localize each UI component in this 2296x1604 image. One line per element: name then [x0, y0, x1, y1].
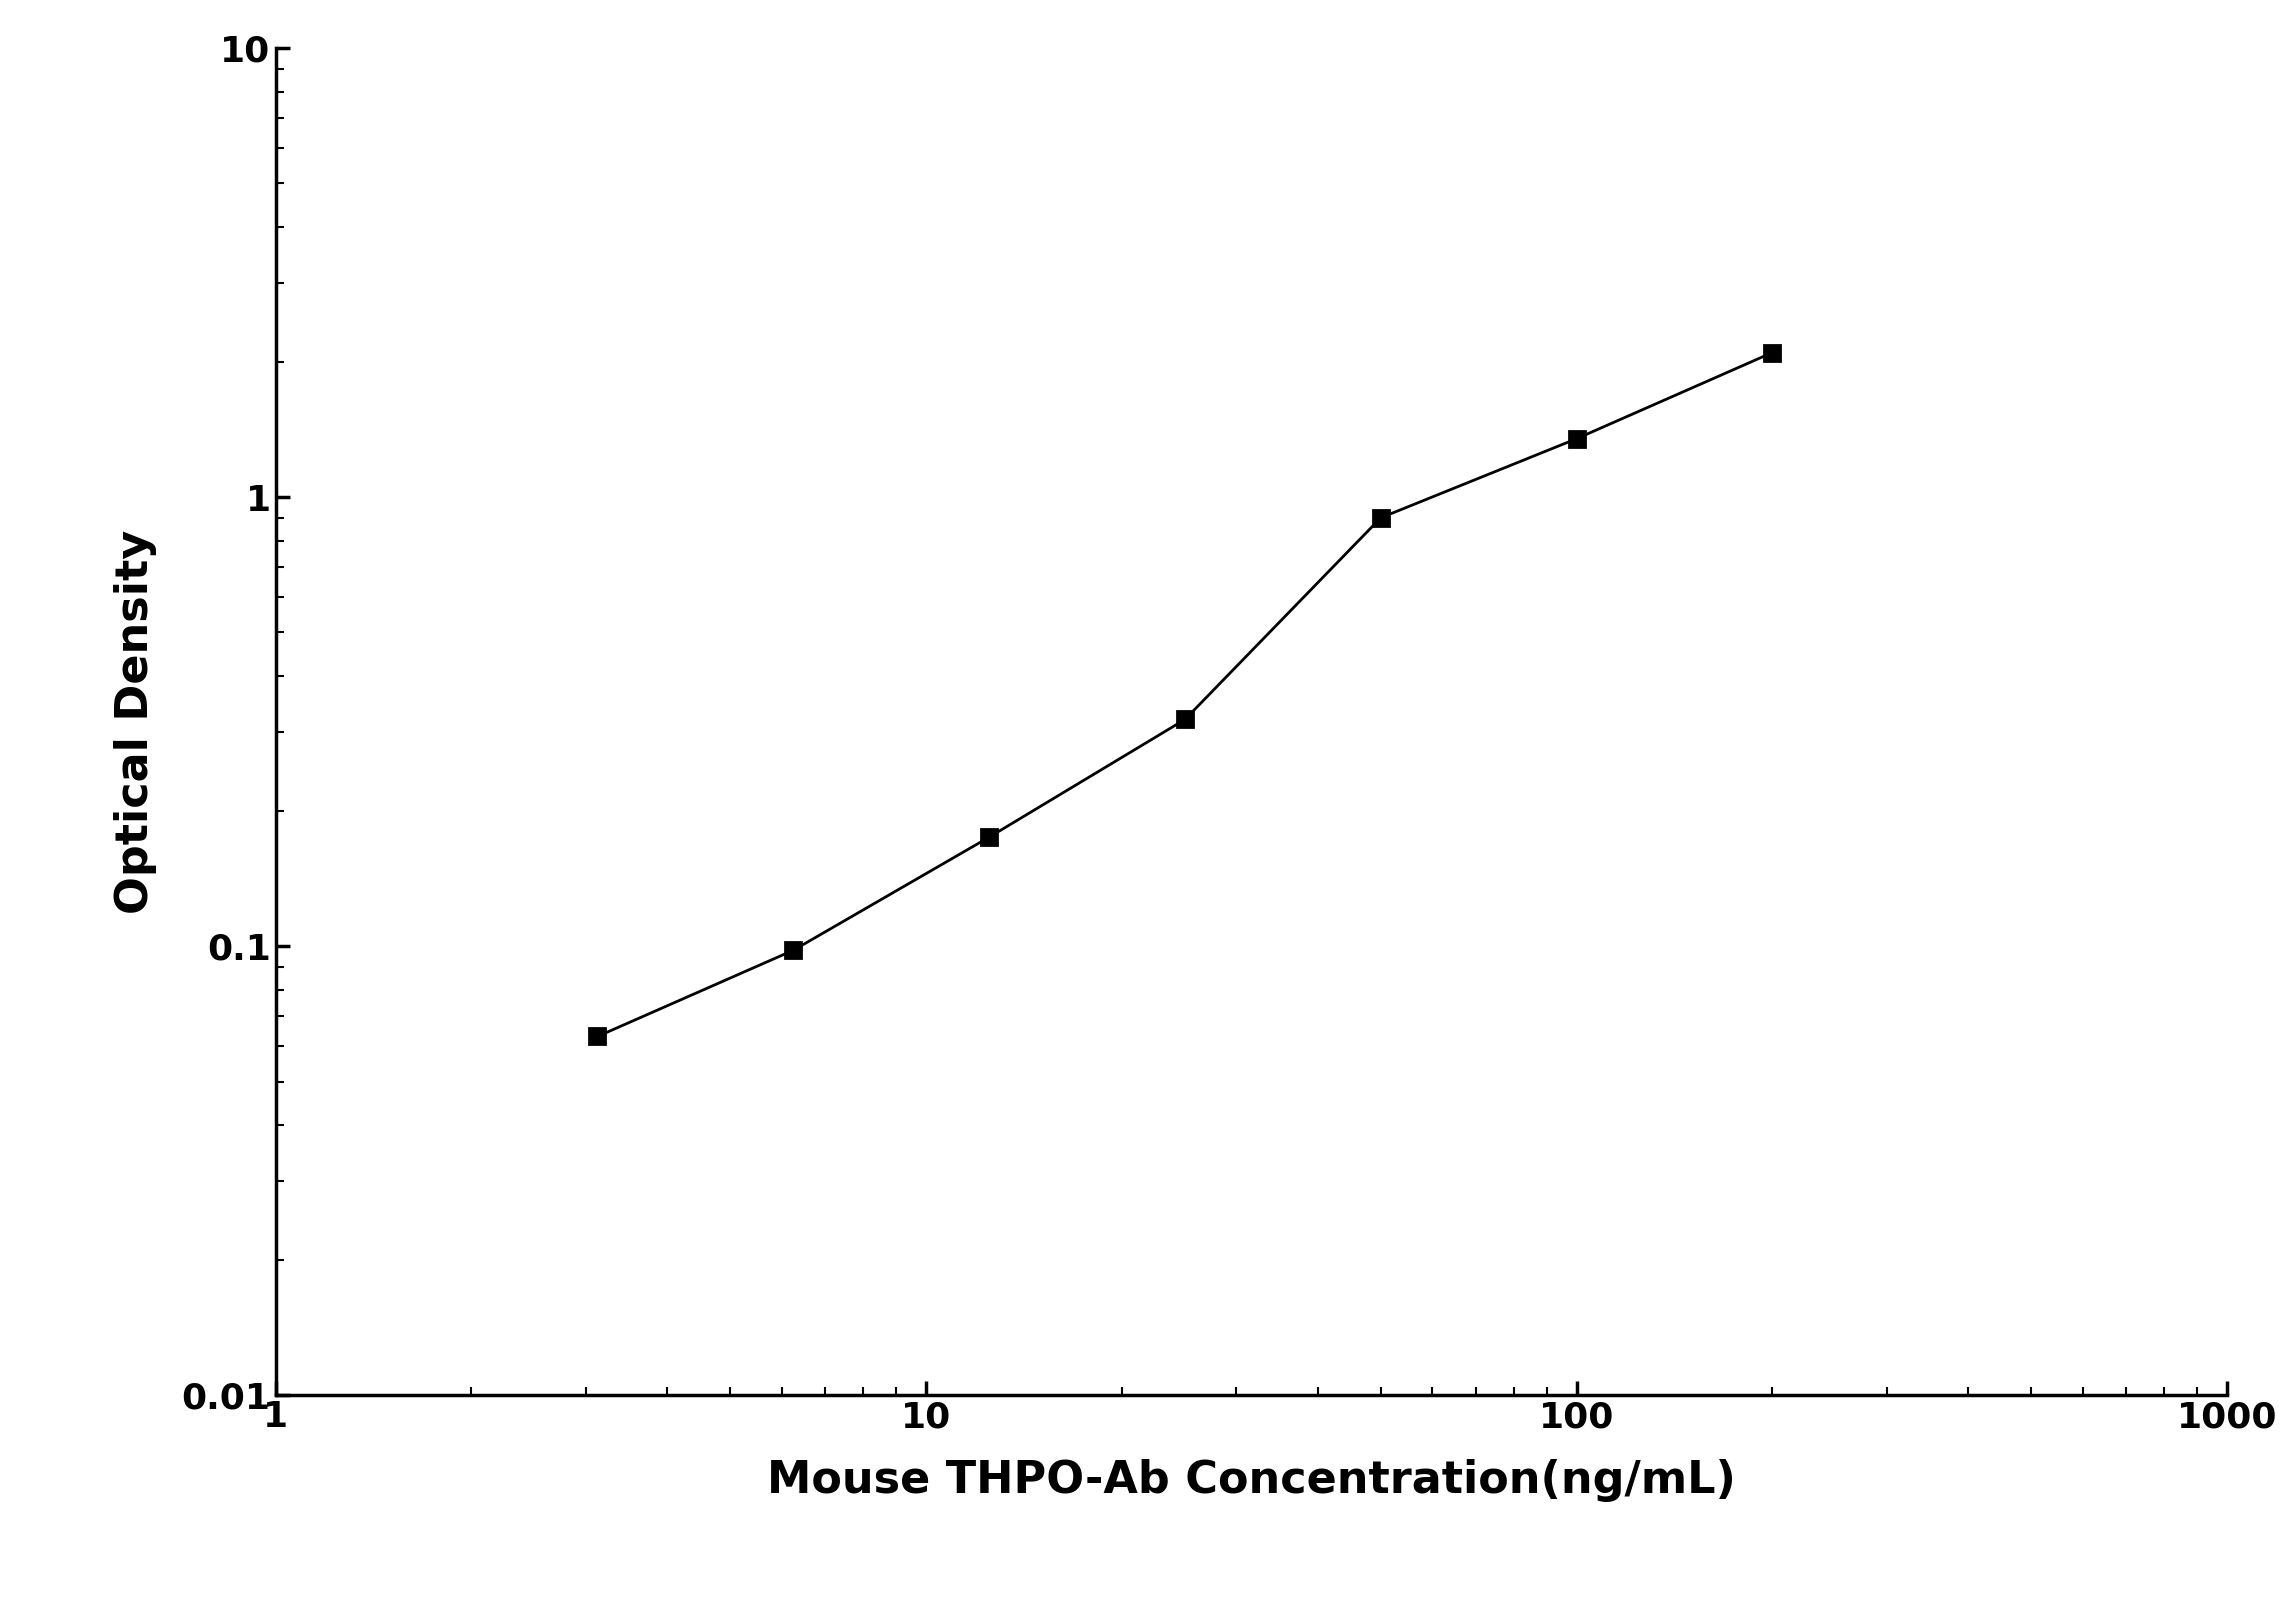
- Y-axis label: Optical Density: Optical Density: [115, 529, 156, 914]
- X-axis label: Mouse THPO-Ab Concentration(ng/mL): Mouse THPO-Ab Concentration(ng/mL): [767, 1460, 1736, 1503]
